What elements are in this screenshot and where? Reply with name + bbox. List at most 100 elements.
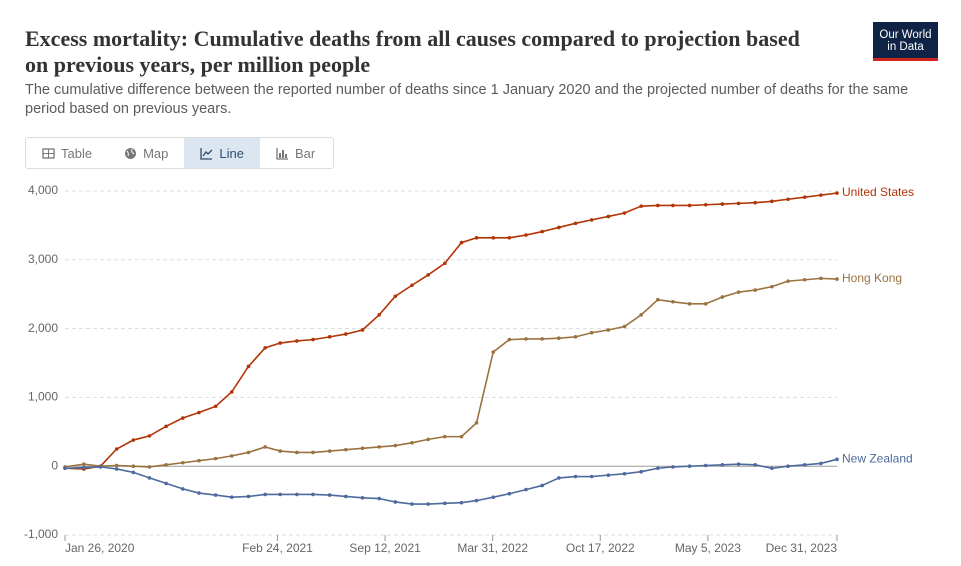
point-marker — [687, 464, 692, 469]
point-marker — [524, 487, 528, 492]
point-marker — [114, 463, 119, 468]
point-marker — [703, 302, 708, 306]
tab-label: Bar — [294, 145, 316, 161]
point-marker — [295, 492, 299, 497]
point-marker — [377, 496, 381, 501]
point-marker — [278, 341, 282, 345]
x-tick-label: Feb 24, 2021 — [242, 541, 313, 555]
point-marker — [786, 197, 790, 202]
point-marker — [540, 483, 544, 488]
point-marker — [736, 462, 741, 466]
point-marker — [246, 364, 251, 369]
x-tick-label: Sep 12, 2021 — [349, 541, 421, 555]
point-marker — [131, 464, 136, 469]
point-marker — [377, 445, 381, 449]
y-tick-label: 4,000 — [28, 183, 58, 197]
tab[interactable]: Line — [184, 138, 260, 168]
point-marker — [835, 191, 839, 195]
point-marker — [573, 474, 578, 479]
point-marker — [443, 261, 447, 266]
point-marker — [360, 446, 365, 451]
point-marker — [786, 464, 790, 469]
point-marker — [229, 454, 234, 458]
point-marker — [491, 350, 496, 354]
point-marker — [295, 339, 299, 343]
point-marker — [459, 434, 464, 439]
logo[interactable]: Our World in Data — [873, 22, 938, 61]
logo-line: in Data — [887, 41, 924, 53]
point-marker — [181, 460, 185, 465]
series-line — [64, 192, 838, 470]
y-tick-label: 0 — [51, 458, 58, 472]
chart-title: Excess mortality: Cumulative deaths from… — [25, 26, 800, 77]
tab[interactable]: Table — [26, 138, 108, 168]
point-marker — [114, 467, 119, 471]
point-marker — [229, 390, 234, 394]
point-marker — [736, 201, 741, 206]
point-marker — [213, 493, 218, 497]
point-marker — [819, 461, 823, 466]
point-marker — [753, 200, 758, 205]
tab-icon — [42, 147, 55, 159]
point-marker — [311, 337, 315, 342]
point-marker — [114, 447, 119, 451]
point-marker — [197, 410, 201, 415]
point-marker — [720, 295, 725, 299]
y-tick-label: 1,000 — [28, 390, 58, 404]
point-marker — [656, 466, 660, 471]
point-marker — [753, 463, 758, 467]
point-marker — [540, 337, 544, 341]
point-marker — [491, 495, 496, 499]
point-marker — [426, 437, 430, 442]
point-marker — [98, 465, 103, 469]
tab-label: Map — [143, 145, 169, 161]
point-marker — [181, 487, 185, 491]
point-marker — [507, 235, 512, 240]
point-marker — [819, 193, 823, 197]
tab[interactable]: Map — [108, 138, 184, 168]
point-marker — [344, 494, 348, 499]
point-marker — [459, 240, 464, 245]
x-tick-label: Dec 31, 2023 — [766, 541, 838, 555]
y-tick-label: 2,000 — [28, 321, 58, 335]
point-marker — [589, 218, 594, 222]
point-marker — [656, 203, 660, 208]
point-marker — [410, 502, 414, 506]
point-marker — [770, 466, 774, 471]
point-marker — [753, 288, 758, 292]
point-marker — [671, 465, 675, 469]
point-marker — [410, 441, 414, 445]
tab-label: Table — [61, 145, 93, 161]
point-marker — [181, 416, 185, 420]
series-line — [64, 458, 838, 505]
point-marker — [720, 202, 725, 206]
point-marker — [736, 290, 741, 294]
point-marker — [147, 434, 152, 438]
point-marker — [540, 229, 544, 234]
point-marker — [474, 235, 479, 240]
point-marker — [639, 204, 643, 208]
point-marker — [557, 225, 561, 230]
point-marker — [491, 235, 496, 240]
tab[interactable]: Bar — [260, 138, 331, 168]
point-marker — [393, 500, 398, 504]
point-marker — [263, 346, 267, 350]
point-marker — [589, 474, 594, 479]
point-marker — [786, 279, 790, 283]
x-tick-label: May 5, 2023 — [675, 541, 741, 555]
point-marker — [671, 299, 675, 304]
series-label: Hong Kong — [842, 271, 902, 285]
point-marker — [656, 297, 660, 302]
logo-line: Our World — [879, 29, 932, 41]
point-marker — [474, 421, 479, 425]
x-tick-label: Jan 26, 2020 — [65, 541, 135, 555]
point-marker — [147, 476, 152, 480]
point-marker — [131, 470, 136, 475]
point-marker — [246, 494, 251, 499]
point-marker — [557, 476, 561, 480]
point-marker — [507, 337, 512, 342]
x-tick-label: Mar 31, 2022 — [457, 541, 528, 555]
point-marker — [606, 473, 611, 477]
point-marker — [573, 335, 578, 339]
point-marker — [524, 233, 528, 237]
